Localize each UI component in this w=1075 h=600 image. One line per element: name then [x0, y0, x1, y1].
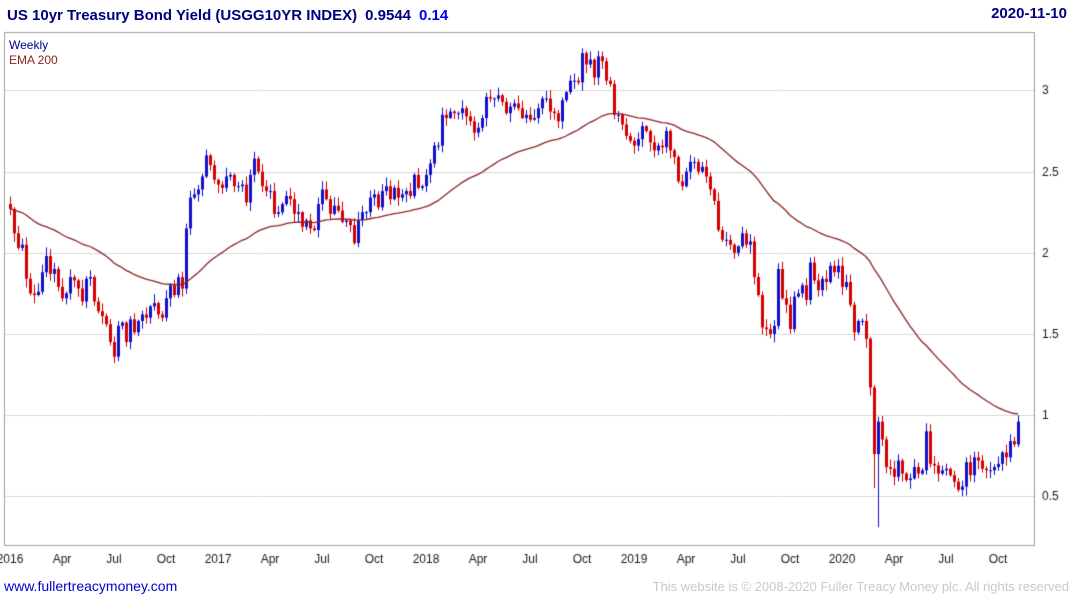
legend-timeframe-label: Weekly [9, 38, 49, 52]
page-title: US 10yr Treasury Bond Yield (USGG10YR IN… [7, 6, 358, 24]
chart-date: 2020-11-10 [991, 5, 1067, 22]
copyright-text: This website is © 2008-2020 Fuller Treac… [652, 579, 1069, 594]
chart-area: Weekly EMA 200 [0, 30, 1075, 575]
change-value: 0.14 [419, 6, 449, 24]
last-price: 0.9544 [365, 6, 412, 24]
footer-bar: www.fullertreacymoney.com This website i… [0, 575, 1075, 600]
price-chart-canvas[interactable] [0, 30, 1075, 575]
title-bar: US 10yr Treasury Bond Yield (USGG10YR IN… [0, 0, 1075, 30]
legend-ema-label: EMA 200 [9, 53, 58, 67]
site-link[interactable]: www.fullertreacymoney.com [4, 578, 178, 594]
chart-legend: Weekly EMA 200 [9, 38, 58, 68]
